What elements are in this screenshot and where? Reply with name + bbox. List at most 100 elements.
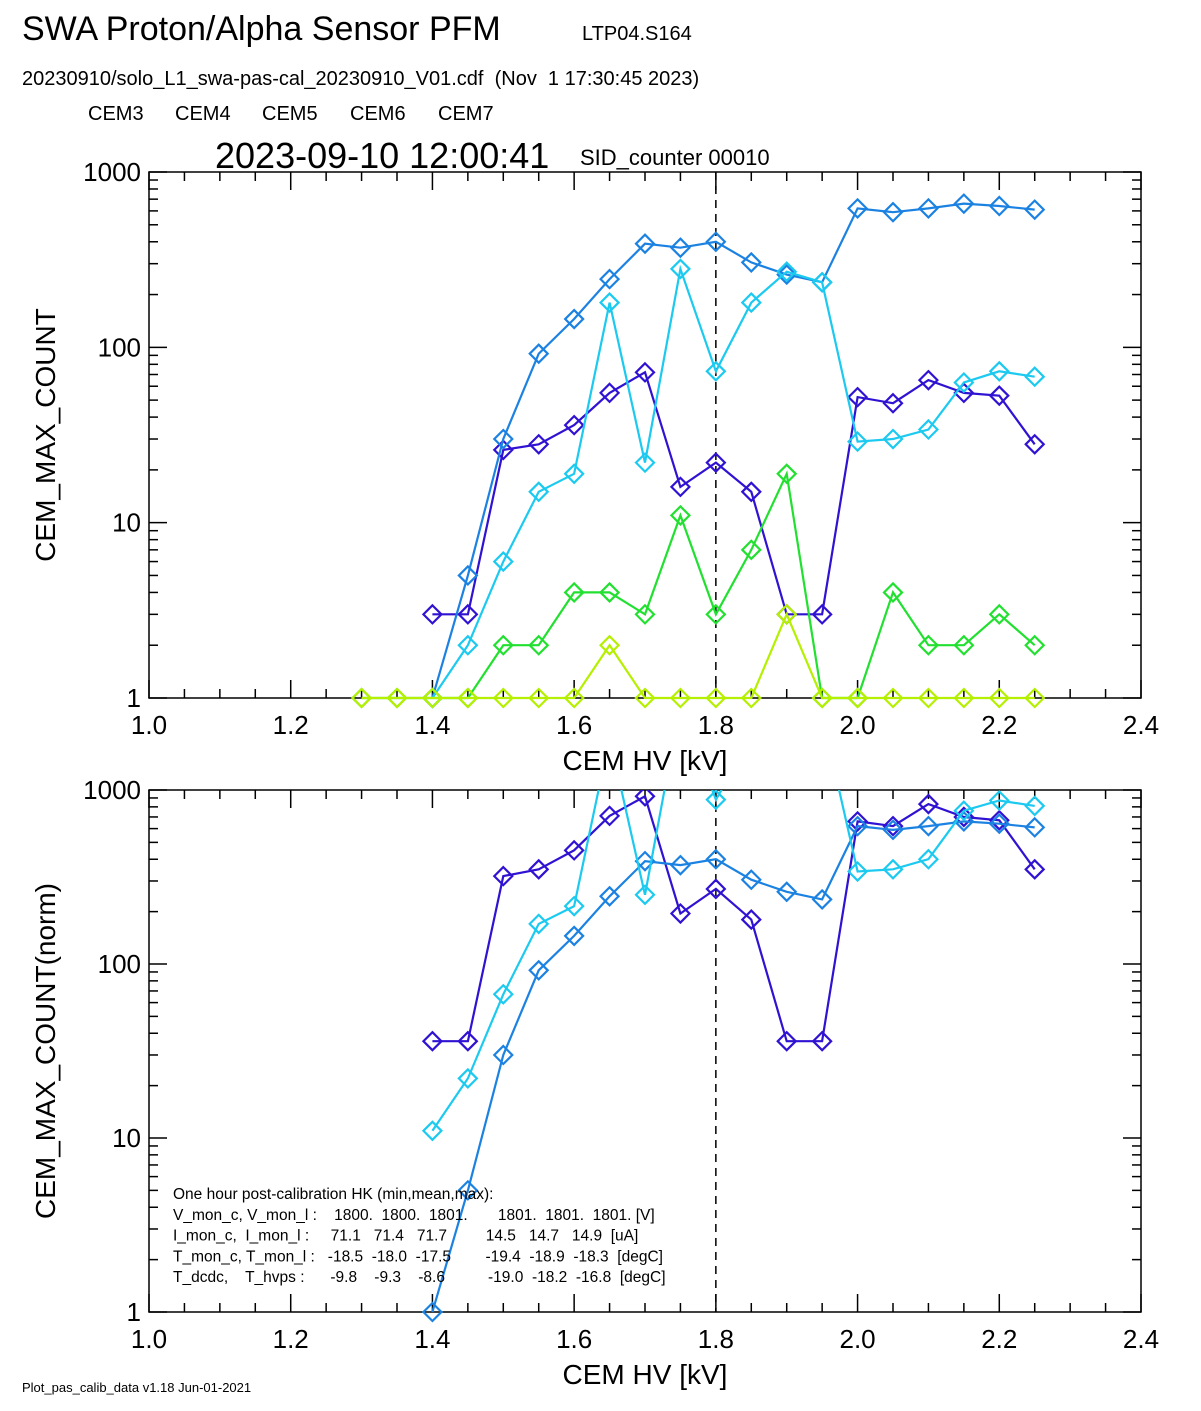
data-point	[847, 860, 869, 883]
data-point	[917, 848, 939, 870]
data-point	[917, 197, 939, 219]
data-point	[847, 815, 869, 837]
data-point	[634, 790, 656, 807]
data-point	[634, 884, 656, 906]
data-point	[1024, 366, 1046, 388]
x-tick-label: 1.0	[131, 710, 167, 740]
data-point	[669, 854, 691, 876]
data-point	[882, 858, 904, 880]
annotation-line: V_mon_c, V_mon_l : 1800. 1800. 1801. 180…	[173, 1207, 655, 1224]
data-point	[740, 869, 762, 891]
data-point	[811, 603, 833, 625]
series	[421, 698, 1046, 1142]
data-point	[917, 687, 939, 709]
data-point	[1024, 433, 1046, 455]
file-info: 20230910/solo_L1_swa-pas-cal_20230910_V0…	[22, 68, 699, 90]
data-point	[988, 195, 1010, 217]
data-point	[988, 790, 1010, 812]
data-point	[563, 839, 585, 861]
data-point	[917, 369, 939, 391]
sid-counter: SID_counter 00010	[580, 145, 770, 170]
x-tick-label: 1.2	[273, 1324, 309, 1354]
annotation-line: One hour post-calibration HK (min,mean,m…	[173, 1186, 493, 1203]
data-point	[528, 343, 550, 365]
legend-entry: CEM4	[175, 103, 231, 125]
data-point	[811, 687, 833, 709]
y-tick-label: 100	[98, 949, 141, 979]
data-point	[457, 687, 479, 709]
data-point	[669, 476, 691, 498]
data-point	[528, 959, 550, 981]
data-point	[599, 268, 621, 290]
data-point	[776, 603, 798, 625]
data-point	[740, 292, 762, 314]
legend-entry: CEM5	[262, 103, 318, 125]
data-point	[1024, 816, 1046, 838]
data-point	[988, 385, 1010, 407]
data-point	[740, 481, 762, 503]
data-point	[457, 1030, 479, 1052]
data-point	[882, 428, 904, 450]
series	[421, 790, 1046, 1052]
data-point	[634, 603, 656, 625]
data-point	[705, 231, 727, 253]
x-axis-title: CEM HV [kV]	[563, 745, 728, 776]
plot-frame	[148, 789, 1142, 1313]
data-point	[953, 193, 975, 215]
code: LTP04.S164	[582, 23, 692, 45]
data-point	[492, 634, 514, 656]
x-tick-label: 2.0	[839, 710, 875, 740]
series	[421, 193, 1046, 709]
data-point	[988, 360, 1010, 382]
data-point	[705, 603, 727, 625]
data-point	[811, 271, 833, 293]
data-point	[847, 687, 869, 709]
x-axis-title: CEM HV [kV]	[563, 1359, 728, 1390]
data-point	[492, 687, 514, 709]
data-point	[740, 909, 762, 931]
series-line	[432, 794, 1036, 1043]
legend-entry: CEM3	[88, 103, 144, 125]
data-point	[742, 729, 760, 747]
series-line	[361, 470, 1036, 700]
data-point	[847, 386, 869, 408]
y-tick-label: 1000	[83, 157, 141, 187]
data-point	[882, 687, 904, 709]
data-point	[563, 308, 585, 330]
data-point	[847, 810, 869, 832]
series-line	[431, 790, 1035, 1132]
data-point	[776, 264, 798, 286]
data-point	[599, 581, 621, 603]
data-point	[776, 261, 798, 283]
data-point	[528, 913, 550, 935]
data-point	[811, 888, 833, 910]
data-point	[1024, 634, 1046, 656]
data-point	[778, 698, 796, 716]
x-tick-label: 2.4	[1123, 710, 1159, 740]
timestamp: 2023-09-10 12:00:41	[215, 135, 549, 176]
data-point	[563, 414, 585, 436]
data-point	[634, 361, 656, 383]
x-tick-label: 1.8	[698, 1324, 734, 1354]
data-point	[563, 581, 585, 603]
data-point	[776, 1030, 798, 1052]
title: SWA Proton/Alpha Sensor PFM	[22, 10, 501, 48]
data-point	[1024, 795, 1046, 817]
data-point	[601, 729, 619, 747]
data-point	[882, 392, 904, 414]
series-line	[431, 202, 1035, 699]
data-point	[882, 819, 904, 841]
series	[351, 603, 1046, 709]
data-point	[492, 428, 514, 450]
data-point	[421, 1030, 443, 1052]
series-line	[431, 820, 1035, 1313]
data-point	[705, 790, 727, 811]
series	[421, 258, 1046, 709]
data-point	[599, 634, 621, 656]
data-point	[953, 687, 975, 709]
data-point	[988, 687, 1010, 709]
data-point	[953, 371, 975, 394]
data-point	[740, 539, 762, 561]
data-point	[386, 687, 408, 709]
